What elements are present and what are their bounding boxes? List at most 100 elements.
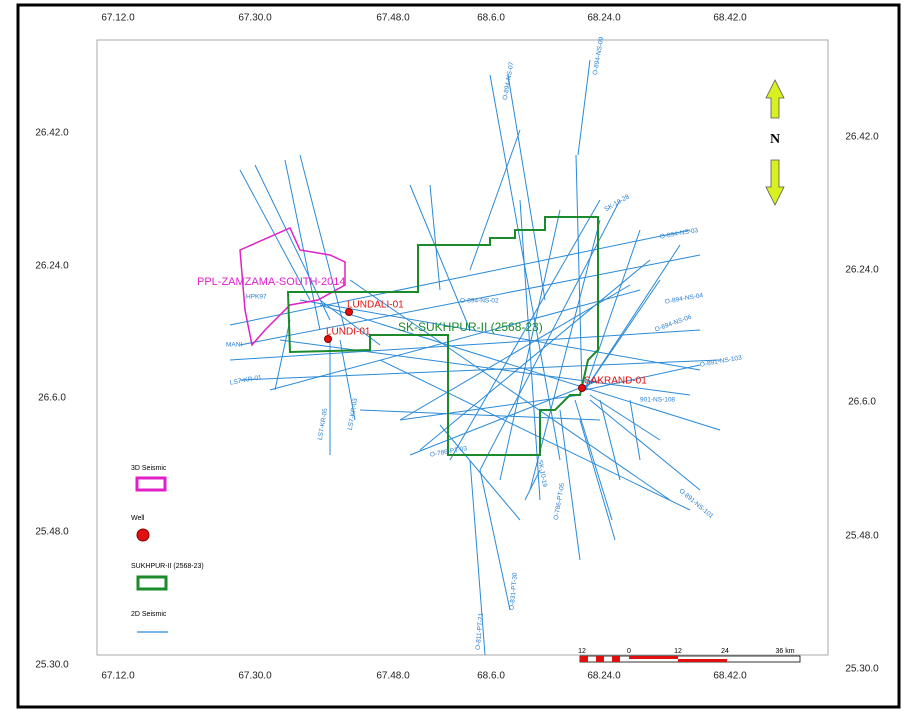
seismic-line — [254, 164, 331, 321]
coord-label: 67.12.0 — [101, 671, 135, 682]
seismic-line — [399, 284, 631, 421]
well-marker — [345, 308, 353, 316]
seismic-line — [274, 319, 291, 391]
seismic-label: MANI — [226, 342, 242, 349]
coord-label: 67.48.0 — [376, 671, 410, 682]
seismic-line — [577, 59, 591, 156]
sukhpur-outline — [286, 216, 599, 456]
coord-label: 68.42.0 — [713, 671, 747, 682]
coord-label: 68.24.0 — [587, 671, 621, 682]
seismic-line — [409, 379, 601, 456]
scale-label: 36 km — [775, 648, 794, 655]
seismic-label: O-786-PT-05 — [553, 482, 566, 521]
legend-label: 2D Seismic — [131, 611, 167, 618]
seismic-label: 901-NS-108 — [640, 397, 675, 404]
seismic-line — [269, 289, 641, 391]
seismic-label: LS7-KR-05 — [317, 407, 330, 440]
north-arrow: N — [765, 79, 785, 206]
seismic-label: O-831-PT-30 — [509, 572, 519, 610]
seismic-line — [419, 259, 651, 451]
coord-label: 67.30.0 — [238, 13, 272, 24]
coord-label: 25.48.0 — [35, 527, 69, 538]
seismic-line — [507, 74, 546, 301]
seismic-label: SK-10-28 — [603, 193, 631, 213]
well-label: LUNDI-01 — [326, 327, 371, 338]
seismic-line — [469, 129, 521, 271]
seismic-label: LS7-KR-03 — [347, 397, 360, 430]
seismic-label: SK-10-19 — [536, 459, 548, 488]
seismic-line — [575, 154, 583, 391]
seismic-label: O-894-NS-07 — [502, 61, 516, 101]
seismic-line — [359, 409, 601, 421]
area-label: SK-SUKHPUR-II (2568-23) — [398, 320, 543, 334]
seismic-line — [469, 459, 486, 656]
coord-label: 67.30.0 — [238, 671, 272, 682]
coord-label: 26.42.0 — [35, 128, 69, 139]
seismic-line — [599, 399, 621, 481]
coord-label: 67.48.0 — [376, 13, 410, 24]
seismic-label: O-811-PT-21 — [475, 612, 485, 650]
legend-swatch — [136, 575, 168, 591]
scale-label: 12 — [674, 648, 682, 655]
well-label: SAKRAND-01 — [584, 376, 647, 387]
seismic-line — [584, 229, 641, 391]
coord-label: 25.30.0 — [845, 664, 879, 675]
coord-label: 26.6.0 — [848, 397, 876, 408]
seismic-line — [299, 299, 701, 371]
seismic-line — [524, 469, 541, 501]
outer-frame — [16, 3, 901, 709]
scale-label: 12 — [578, 648, 586, 655]
seismic-label: O-891-NS-101 — [678, 487, 715, 520]
seismic-line — [279, 339, 691, 396]
seismic-line — [299, 154, 346, 331]
legend-label: Well — [131, 515, 145, 522]
seismic-line — [239, 254, 701, 346]
seismic-line — [529, 219, 601, 491]
well-label: LUNDALI-01 — [347, 300, 404, 311]
seismic-line — [559, 409, 581, 561]
seismic-line — [229, 229, 691, 326]
seismic-line — [479, 469, 511, 611]
seismic-label: O-894-NS-04 — [664, 292, 704, 306]
seismic-label: HPK97 — [246, 294, 267, 301]
seismic-label: O-894-NS-03 — [659, 227, 699, 241]
seismic-label: O-891-NS-103 — [699, 354, 742, 368]
coord-label: 68.24.0 — [587, 13, 621, 24]
coord-label: 26.24.0 — [35, 261, 69, 272]
seismic-line — [579, 419, 616, 541]
coord-label: 25.48.0 — [845, 531, 879, 542]
seismic-line — [589, 399, 701, 491]
legend-label: 3D Seismic — [131, 465, 167, 472]
seismic-line — [399, 394, 581, 421]
seismic-line — [589, 394, 661, 441]
seismic-line — [629, 399, 641, 461]
coord-label: 26.42.0 — [845, 132, 879, 143]
coord-label: 68.6.0 — [477, 13, 505, 24]
coord-label: 67.12.0 — [101, 13, 135, 24]
legend-label: SUKHPUR-II (2568-23) — [131, 563, 204, 570]
legend-swatch — [136, 528, 150, 542]
seismic-line — [429, 184, 441, 291]
seismic-line — [439, 424, 521, 521]
seismic-line — [229, 329, 701, 361]
area-label: PPL-ZAMZAMA-SOUTH-2014 — [197, 276, 346, 288]
seismic-label: O-894-NS-09 — [592, 36, 606, 76]
seismic-line — [284, 159, 321, 331]
seismic-label: O-894-NS-02 — [460, 298, 499, 305]
coord-label: 26.6.0 — [38, 393, 66, 404]
well-marker — [578, 384, 586, 392]
seismic-line — [584, 244, 681, 391]
seismic-line — [349, 279, 671, 501]
coord-label: 25.30.0 — [35, 660, 69, 671]
legend: 3D Seismic Well SUKHPUR-II (2568-23) 2D … — [131, 465, 204, 633]
seismic-line — [584, 364, 701, 391]
seismic-line — [449, 199, 601, 461]
legend-swatch — [135, 476, 167, 492]
coord-label: 68.6.0 — [477, 671, 505, 682]
seismic-line — [239, 359, 721, 381]
seismic-lines — [229, 59, 721, 656]
seismic-label: LS7-KR-01 — [229, 374, 262, 387]
seismic-line — [574, 399, 613, 521]
coord-label: 68.42.0 — [713, 13, 747, 24]
map-frame — [96, 39, 829, 656]
